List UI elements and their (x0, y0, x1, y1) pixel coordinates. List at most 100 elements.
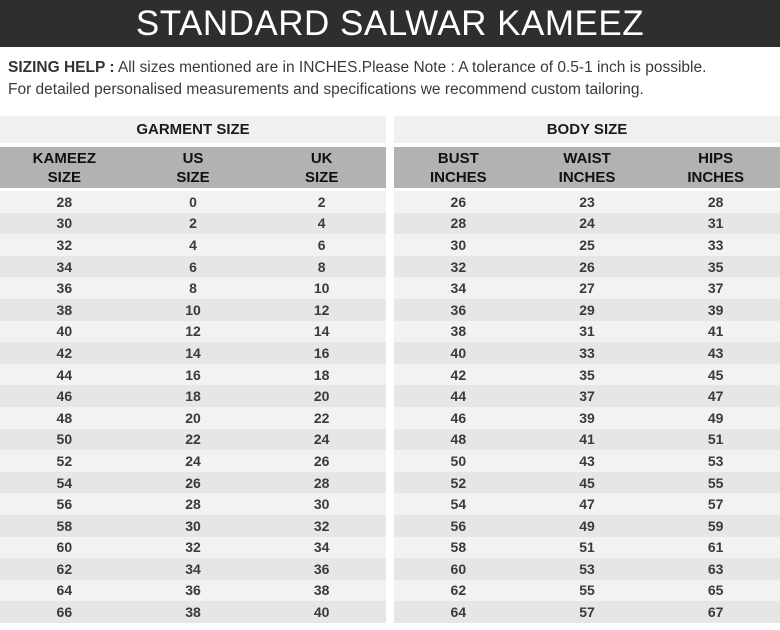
table-cell: 24 (185, 452, 201, 469)
table-cell: 28 (707, 193, 724, 210)
table-cell: 30 (450, 236, 467, 253)
table-cell: 41 (579, 431, 595, 448)
table-row: 30 25 33 (394, 234, 780, 256)
table-row: 46 39 49 (394, 406, 780, 429)
column-header-line: HIPS (698, 149, 734, 167)
table-cell: 36 (313, 560, 330, 577)
table-cell: 28 (56, 193, 73, 210)
table-cell: 12 (313, 301, 330, 318)
garment-size-table: GARMENT SIZE KAMEEZ SIZE US SIZE UK SIZE… (0, 116, 386, 623)
table-cell: 61 (707, 539, 724, 556)
table-cell: 32 (313, 517, 330, 534)
table-cell: 49 (579, 517, 595, 534)
table-cell: 47 (579, 496, 595, 513)
table-cell: 23 (579, 193, 595, 210)
table-cell: 20 (313, 388, 330, 405)
table-cell: 52 (56, 452, 73, 469)
sizing-help-text: SIZING HELP : All sizes mentioned are in… (0, 47, 780, 101)
table-row: 52 24 26 (0, 450, 386, 472)
column-header-us-size: US SIZE (129, 147, 258, 188)
table-cell: 18 (185, 388, 201, 405)
table-cell: 51 (707, 431, 724, 448)
column-header-line: INCHES (558, 168, 616, 186)
column-header-bust-inches: BUST INCHES (394, 147, 523, 188)
table-cell: 62 (450, 582, 467, 599)
table-row: 52 45 55 (394, 471, 780, 494)
column-header-line: WAIST (563, 149, 611, 167)
table-cell: 6 (189, 258, 197, 275)
table-cell: 38 (450, 323, 467, 340)
garment-size-column-headers: KAMEEZ SIZE US SIZE UK SIZE (0, 147, 386, 188)
table-cell: 24 (579, 215, 595, 232)
table-cell: 16 (185, 366, 201, 383)
table-cell: 59 (707, 517, 724, 534)
table-cell: 62 (56, 560, 73, 577)
table-cell: 63 (707, 560, 724, 577)
table-cell: 49 (707, 409, 724, 426)
table-cell: 26 (450, 193, 467, 210)
column-header-uk-size: UK SIZE (257, 147, 386, 188)
table-row: 50 43 53 (394, 450, 780, 472)
table-row: 58 51 61 (394, 536, 780, 559)
table-cell: 30 (56, 215, 73, 232)
column-header-line: SIZE (305, 168, 339, 186)
column-header-line: BUST (437, 149, 479, 167)
table-cell: 57 (579, 604, 595, 621)
table-cell: 56 (450, 517, 467, 534)
table-cell: 60 (56, 539, 73, 556)
table-row: 62 34 36 (0, 558, 386, 580)
table-cell: 30 (185, 517, 201, 534)
column-header-line: SIZE (47, 168, 81, 186)
table-cell: 2 (189, 215, 197, 232)
table-row: 42 35 45 (394, 363, 780, 386)
table-row: 42 14 16 (0, 342, 386, 364)
table-cell: 28 (185, 496, 201, 513)
table-cell: 38 (56, 301, 73, 318)
table-cell: 30 (313, 496, 330, 513)
table-cell: 34 (185, 560, 201, 577)
size-tables: GARMENT SIZE KAMEEZ SIZE US SIZE UK SIZE… (0, 116, 780, 623)
table-row: 44 16 18 (0, 363, 386, 386)
table-row: 54 47 57 (394, 493, 780, 515)
table-cell: 28 (450, 215, 467, 232)
table-row: 38 10 12 (0, 298, 386, 321)
table-cell: 50 (450, 452, 467, 469)
sizing-help-line-1: SIZING HELP : All sizes mentioned are in… (8, 57, 772, 79)
table-cell: 26 (185, 474, 201, 491)
table-cell: 4 (189, 236, 197, 253)
table-cell: 26 (313, 452, 330, 469)
table-row: 40 33 43 (394, 342, 780, 364)
table-cell: 50 (56, 431, 73, 448)
table-row: 40 12 14 (0, 320, 386, 343)
garment-size-table-title: GARMENT SIZE (0, 116, 386, 143)
column-header-line: US (182, 149, 204, 167)
table-cell: 36 (450, 301, 467, 318)
table-cell: 39 (579, 409, 595, 426)
table-cell: 25 (579, 236, 595, 253)
table-cell: 31 (579, 323, 595, 340)
table-row: 48 20 22 (0, 406, 386, 429)
table-cell: 53 (579, 560, 595, 577)
table-cell: 40 (313, 604, 330, 621)
table-cell: 47 (707, 388, 724, 405)
table-cell: 43 (707, 344, 724, 361)
column-header-hips-inches: HIPS INCHES (651, 147, 780, 188)
table-cell: 46 (450, 409, 467, 426)
sizing-help-line-2: For detailed personalised measurements a… (8, 81, 644, 98)
table-cell: 39 (707, 301, 724, 318)
body-size-table-title: BODY SIZE (394, 116, 780, 143)
table-cell: 22 (185, 431, 201, 448)
column-header-waist-inches: WAIST INCHES (523, 147, 652, 188)
table-cell: 54 (450, 496, 467, 513)
table-cell: 54 (56, 474, 73, 491)
column-header-kameez-size: KAMEEZ SIZE (0, 147, 129, 188)
table-cell: 34 (450, 280, 467, 297)
table-cell: 37 (707, 280, 724, 297)
garment-size-rows: 28 0 2 30 2 4 32 4 6 34 6 8 36 8 10 38 10 12 40 12 14 42 14 16 4… (0, 191, 386, 623)
table-cell: 14 (185, 344, 201, 361)
table-cell: 65 (707, 582, 724, 599)
table-cell: 29 (579, 301, 595, 318)
table-cell: 36 (185, 582, 201, 599)
table-row: 32 4 6 (0, 234, 386, 256)
table-cell: 45 (707, 366, 724, 383)
